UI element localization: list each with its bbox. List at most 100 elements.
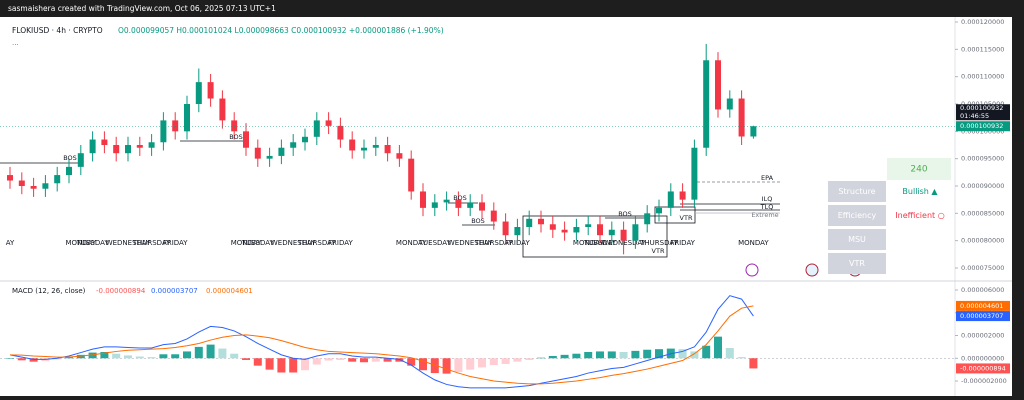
y-tick-label: 0.000006000: [961, 286, 1004, 294]
candle-body: [573, 226, 580, 233]
value-badge-text: 0.000003707: [960, 312, 1003, 320]
candle-body: [89, 139, 96, 154]
x-tick-label: THURSDAY: [474, 239, 513, 247]
histogram-bar: [88, 352, 97, 359]
y-tick-label: 0.000110000: [961, 73, 1004, 81]
x-tick-label: WEDNESDAY: [106, 239, 151, 247]
value-badge: [956, 311, 1010, 322]
annotation: ILQ: [762, 195, 773, 203]
histogram-bar: [360, 358, 368, 363]
candle-body: [620, 229, 627, 241]
histogram-bar: [265, 358, 274, 370]
candle-body: [667, 191, 674, 208]
y-tick-label: 0.000075000: [961, 264, 1004, 272]
histogram-bar: [371, 358, 380, 362]
candle-body: [278, 147, 285, 156]
value-badge: [956, 363, 1010, 374]
histogram-bar: [572, 353, 581, 359]
histogram-bar: [489, 358, 498, 366]
candle-body: [66, 166, 72, 176]
candle-body: [136, 145, 143, 148]
candle-body: [526, 218, 533, 227]
countdown: 01:46:55: [960, 112, 989, 120]
histogram-bar: [301, 358, 309, 371]
histogram-bar: [230, 353, 239, 359]
histogram-bar: [501, 358, 510, 364]
panel-label-box: [828, 181, 886, 202]
y-tick-label: 0.000002000: [961, 332, 1004, 340]
drawings: [0, 140, 780, 258]
timeframe-box: [887, 158, 951, 180]
histogram-bar: [737, 357, 746, 359]
histogram-bar: [607, 351, 616, 359]
annotation: Extreme: [751, 211, 778, 219]
legend-value: 0.000004601: [206, 287, 253, 295]
panel-value: Bullish ▲: [902, 187, 938, 196]
histogram-bar: [466, 358, 475, 370]
histogram-bar: [65, 357, 73, 359]
x-tick-label: MONDAY: [573, 239, 604, 247]
panel-value: Inefficient ○: [895, 211, 944, 220]
candle-body: [54, 175, 61, 184]
candle-body: [148, 142, 155, 148]
histogram-bar: [513, 358, 522, 362]
histogram-bar: [548, 355, 557, 359]
candle-body: [325, 120, 332, 126]
candle-body: [313, 120, 320, 137]
macd-line: [9, 295, 754, 389]
histogram-bar: [584, 352, 593, 359]
event-icon[interactable]: [745, 263, 759, 277]
histogram-bar: [171, 354, 180, 359]
histogram-bar: [454, 358, 463, 372]
price-badge-text: 0.000100932: [960, 104, 1003, 112]
y-tick-label: 0.000080000: [961, 237, 1004, 245]
histogram-bar: [525, 358, 534, 360]
price-badge-text: 0.000100932: [960, 122, 1003, 130]
candle-body: [538, 218, 544, 225]
histogram-bar: [289, 358, 298, 373]
candle-body: [514, 226, 521, 236]
candle-body: [431, 202, 438, 208]
y-tick-label: 0.000105000: [961, 100, 1004, 108]
candle-body: [585, 224, 592, 227]
y-tick-label: 0.000000000: [961, 354, 1004, 362]
x-tick-label: THURSDAY: [639, 239, 678, 247]
histogram-bar: [643, 349, 652, 359]
histogram-bar: [407, 358, 416, 366]
x-tick-label: MONDAY: [738, 239, 769, 247]
candle-body: [231, 120, 238, 132]
candle-body: [254, 147, 261, 159]
candle-body: [349, 139, 356, 151]
x-tick-label: MONDAY: [231, 239, 262, 247]
legend-value: -0.000000894: [96, 287, 146, 295]
candle-body: [337, 125, 344, 140]
candle-body: [42, 183, 49, 189]
candle-body: [184, 104, 190, 132]
histogram-bar: [6, 358, 14, 359]
histogram-bar: [560, 354, 569, 359]
annotation: BOS: [63, 154, 77, 162]
candle-body: [219, 98, 226, 121]
candle-body: [195, 82, 202, 105]
candle-body: [18, 180, 25, 186]
candle-body: [420, 191, 426, 208]
value-badge: [956, 300, 1010, 311]
panel-label-box: [828, 229, 886, 250]
x-tick-label: TUESDAY: [241, 239, 275, 247]
histogram-bar: [631, 350, 640, 359]
x-tick-label: THURSDAY: [132, 239, 171, 247]
x-tick-label: FRIDAY: [163, 239, 188, 247]
candle-body: [561, 229, 568, 233]
histogram-bar: [395, 358, 404, 362]
macd-line: [9, 305, 754, 385]
annotation: TLQ: [760, 203, 774, 211]
panel-label-box: [828, 205, 886, 226]
candle-body: [30, 185, 37, 189]
event-icon[interactable]: [805, 263, 819, 277]
more: ...: [12, 39, 19, 47]
candle-body: [290, 142, 297, 148]
value-badge-text: -0.000000894: [960, 364, 1006, 372]
histogram-bar: [478, 358, 486, 368]
candle-body: [160, 120, 167, 143]
